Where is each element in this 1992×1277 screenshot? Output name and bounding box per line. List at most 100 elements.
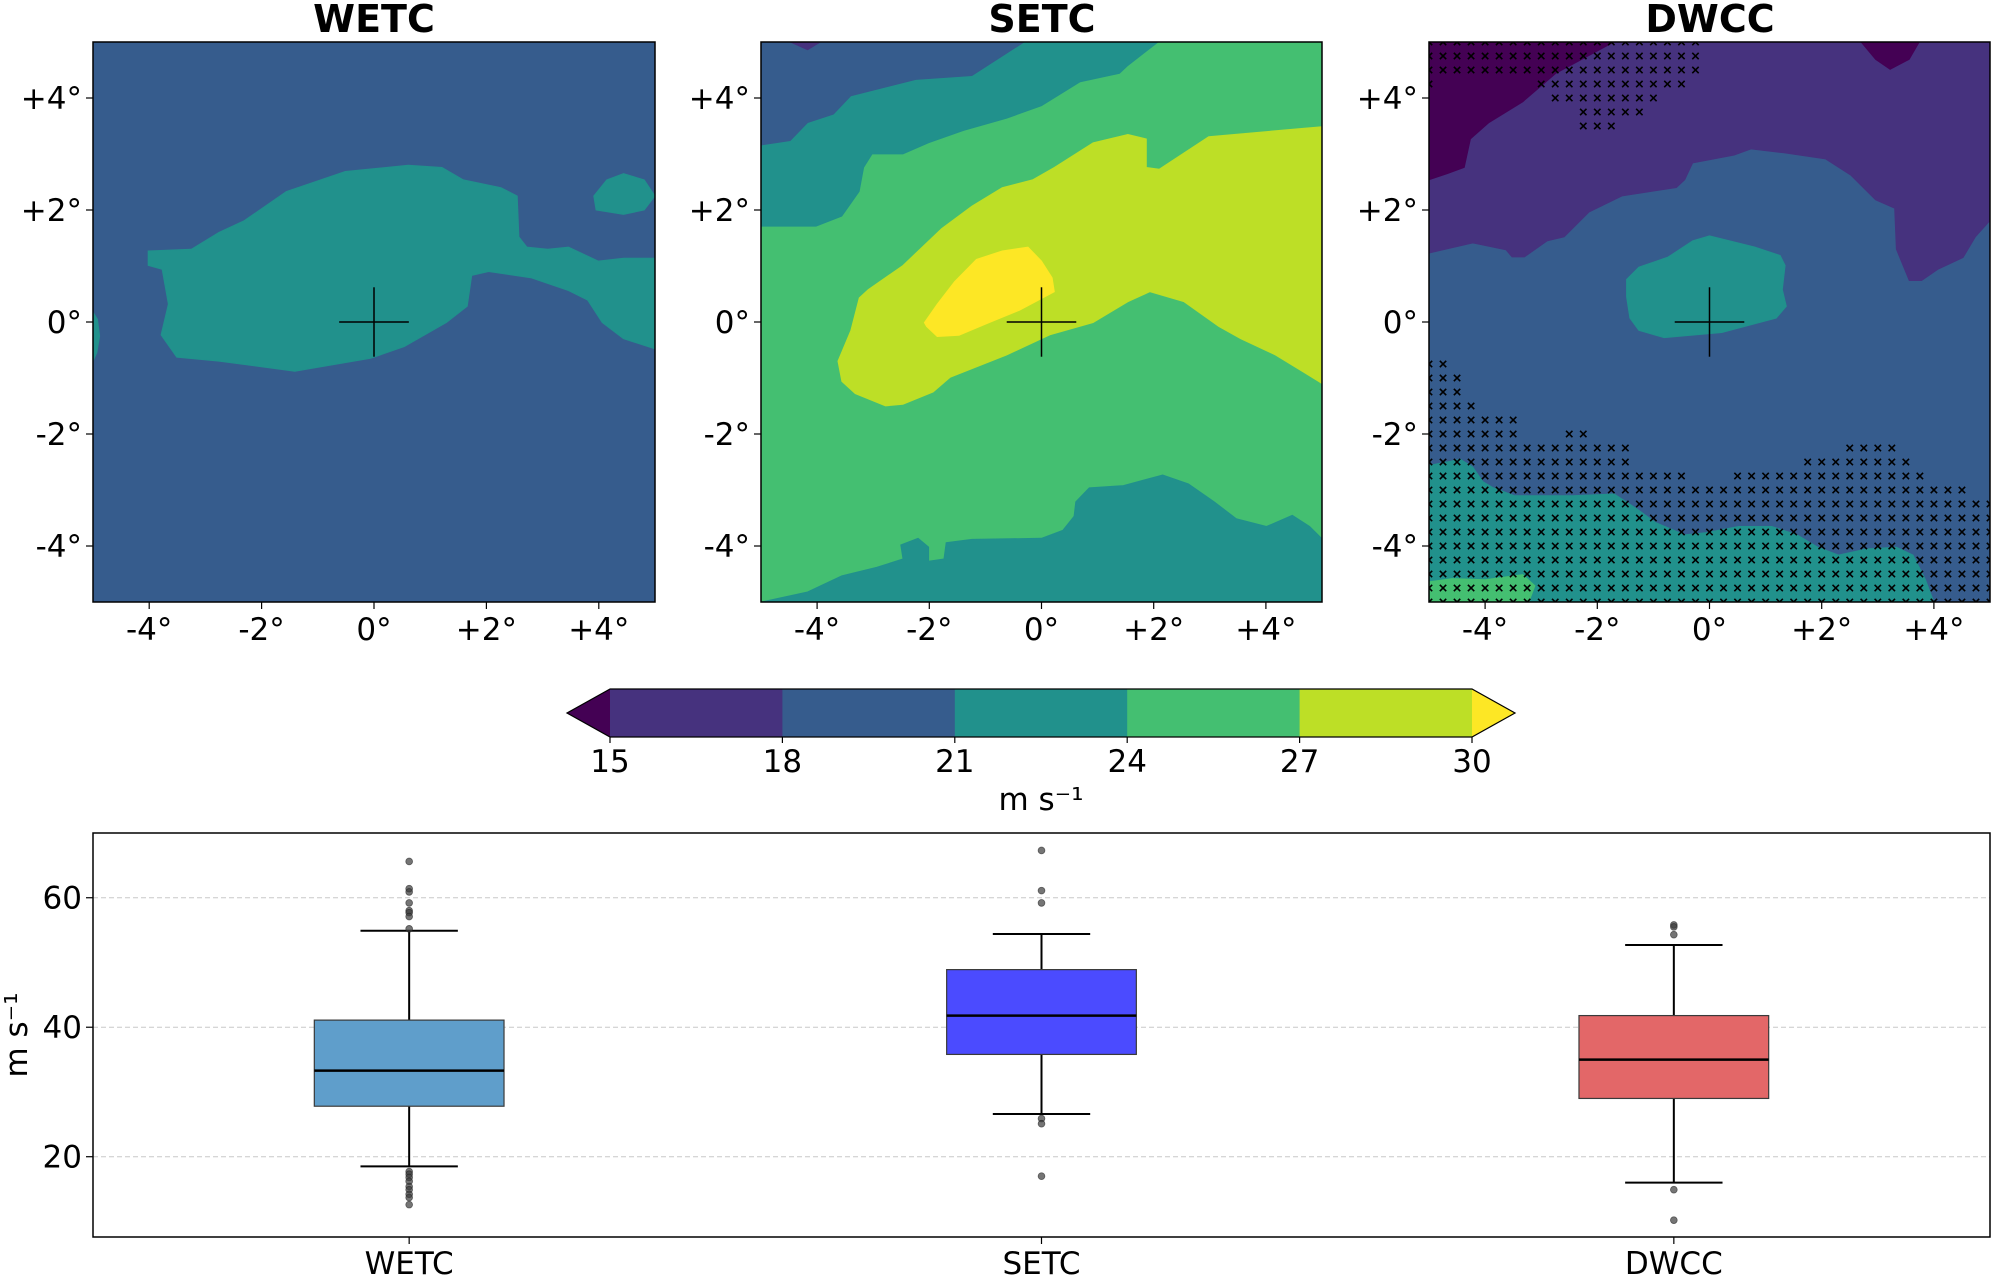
- significance-marker: [1663, 556, 1672, 564]
- significance-marker: [1888, 500, 1896, 508]
- significance-marker: [1874, 598, 1882, 602]
- significance-marker: [1691, 598, 1700, 602]
- significance-marker: [1467, 514, 1475, 522]
- significance-marker: [1621, 94, 1630, 102]
- significance-marker: [1691, 66, 1700, 74]
- significance-marker: [1593, 80, 1602, 88]
- significance-marker: [1523, 514, 1531, 522]
- significance-marker: [1719, 570, 1728, 578]
- iqr-box: [313, 1019, 505, 1107]
- significance-marker: [1481, 528, 1489, 536]
- significance-marker: [1845, 472, 1854, 480]
- significance-marker: [1986, 528, 1990, 536]
- significance-marker: [1874, 514, 1882, 522]
- significance-marker: [1845, 570, 1854, 578]
- significance-marker: [1439, 472, 1447, 480]
- significance-marker: [1775, 514, 1784, 522]
- significance-marker: [1944, 598, 1952, 602]
- significance-marker: [1607, 584, 1616, 592]
- x-tick-label: -2°: [1574, 612, 1620, 648]
- significance-marker: [1429, 444, 1433, 452]
- contour-region-21-24: [761, 474, 1322, 602]
- significance-marker: [1565, 584, 1574, 592]
- significance-marker: [1958, 514, 1966, 522]
- significance-marker: [1607, 542, 1616, 550]
- significance-marker: [1958, 598, 1966, 602]
- significance-marker: [1831, 528, 1840, 536]
- significance-marker: [1509, 486, 1517, 494]
- significance-marker: [1972, 584, 1980, 592]
- significance-marker: [1551, 570, 1559, 578]
- significance-marker: [1481, 42, 1489, 46]
- significance-marker: [1663, 570, 1672, 578]
- significance-marker: [1593, 458, 1602, 466]
- significance-marker: [1831, 584, 1840, 592]
- significance-marker: [1958, 584, 1966, 592]
- significance-marker: [1747, 556, 1756, 564]
- significance-marker: [1860, 528, 1868, 536]
- significance-marker: [1986, 500, 1990, 508]
- significance-marker: [1565, 500, 1574, 508]
- significance-marker: [1429, 598, 1433, 602]
- significance-marker: [1593, 500, 1602, 508]
- significance-marker: [1874, 528, 1882, 536]
- significance-marker: [1888, 584, 1896, 592]
- significance-marker: [1537, 500, 1545, 508]
- significance-marker: [1429, 42, 1433, 46]
- significance-marker: [1902, 584, 1910, 592]
- significance-marker: [1607, 444, 1616, 452]
- significance-marker: [1467, 556, 1475, 564]
- outlier-point: [1037, 846, 1046, 855]
- significance-marker: [1509, 444, 1517, 452]
- significance-marker: [1523, 598, 1531, 602]
- significance-marker: [1607, 122, 1616, 130]
- y-tick-label: -2°: [704, 417, 750, 453]
- significance-marker: [1551, 52, 1559, 60]
- significance-marker: [1817, 458, 1826, 466]
- significance-marker: [1761, 500, 1770, 508]
- significance-marker: [1663, 542, 1672, 550]
- significance-marker: [1663, 584, 1672, 592]
- significance-marker: [1817, 528, 1826, 536]
- significance-marker: [1663, 486, 1672, 494]
- significance-marker: [1817, 542, 1826, 550]
- significance-marker: [1831, 486, 1840, 494]
- map-panel-wetc: WETC -4° -2° 0° +2° +4° -4° -2° 0° +2° +4°: [21, 0, 656, 648]
- y-tick-label: +4°: [21, 81, 82, 117]
- significance-marker: [1663, 52, 1672, 60]
- significance-marker: [1429, 402, 1433, 410]
- significance-marker: [1986, 514, 1990, 522]
- significance-marker: [1429, 514, 1433, 522]
- significance-marker: [1495, 570, 1503, 578]
- significance-marker: [1930, 486, 1938, 494]
- significance-marker: [1439, 402, 1447, 410]
- significance-marker: [1593, 542, 1602, 550]
- significance-marker: [1888, 542, 1896, 550]
- significance-marker: [1747, 598, 1756, 602]
- significance-marker: [1761, 528, 1770, 536]
- significance-marker: [1761, 542, 1770, 550]
- significance-marker: [1523, 472, 1531, 480]
- significance-marker: [1874, 444, 1882, 452]
- significance-marker: [1607, 556, 1616, 564]
- significance-marker: [1888, 486, 1896, 494]
- colorbar-segment-21-24: [954, 689, 1128, 737]
- significance-marker: [1523, 570, 1531, 578]
- map-panel-setc: SETC -4° -2° 0° +2° +4° -4° -2° 0° +2° +4°: [689, 0, 1323, 648]
- significance-marker: [1467, 42, 1475, 46]
- significance-marker: [1649, 52, 1658, 60]
- significance-marker: [1691, 542, 1700, 550]
- significance-marker: [1593, 486, 1602, 494]
- significance-marker: [1439, 458, 1447, 466]
- x-tick-label: +4°: [568, 612, 629, 648]
- map-title: SETC: [988, 0, 1095, 41]
- significance-marker: [1453, 430, 1461, 438]
- y-tick-label: 60: [43, 881, 82, 917]
- significance-marker: [1621, 472, 1630, 480]
- significance-marker: [1439, 388, 1447, 396]
- significance-marker: [1775, 500, 1784, 508]
- significance-marker: [1677, 472, 1686, 480]
- significance-marker: [1803, 570, 1812, 578]
- outlier-point: [405, 857, 413, 866]
- significance-marker: [1845, 514, 1854, 522]
